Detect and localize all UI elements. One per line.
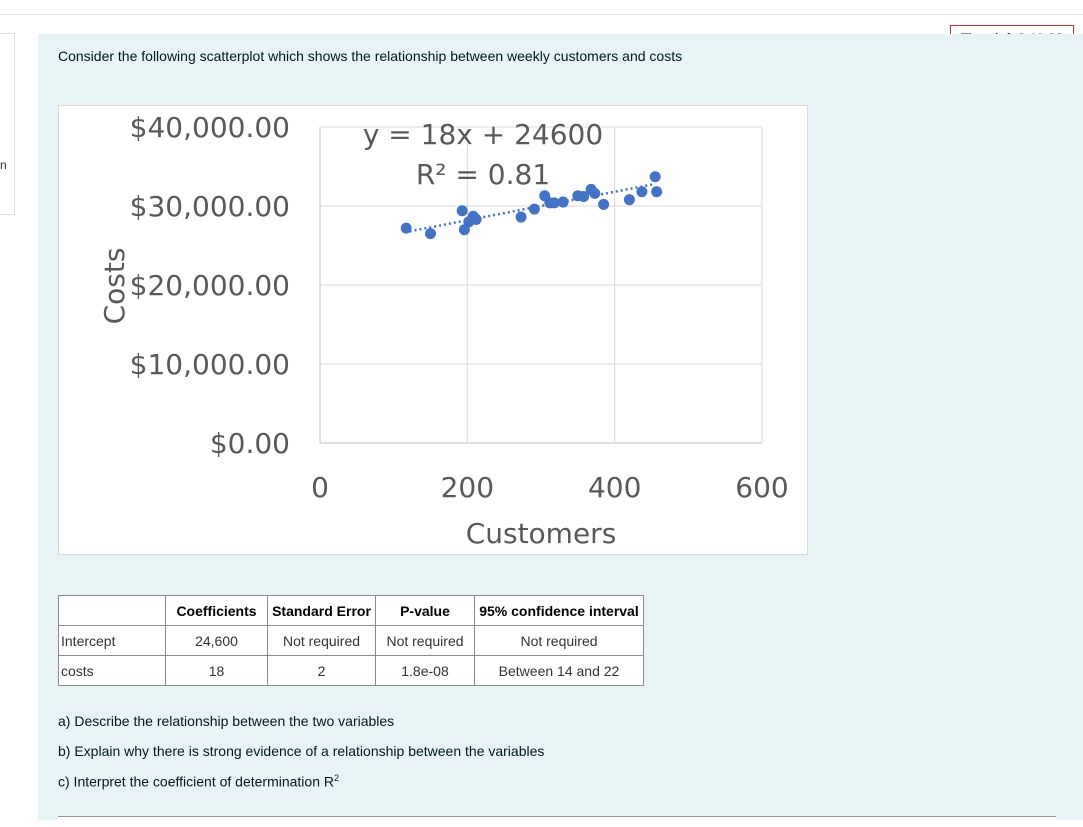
data-point (623, 194, 635, 206)
subquestion-c-superscript: 2 (334, 773, 340, 783)
table-header-cell: P-value (375, 595, 475, 626)
y-tick-label: $0.00 (210, 427, 290, 460)
y-tick-label: $10,000.00 (130, 348, 290, 381)
subquestion-a: a) Describe the relationship between the… (58, 713, 395, 729)
subquestion-b: b) Explain why there is strong evidence … (58, 743, 545, 759)
x-axis-title: Customers (466, 517, 617, 550)
data-point (649, 171, 661, 183)
y-axis-title: Costs (98, 248, 131, 325)
regression-table: Coefficients Standard Error P-value 95% … (58, 595, 644, 686)
subquestion-c-text: c) Interpret the coefficient of determin… (58, 773, 334, 790)
x-tick-label: 200 (441, 471, 494, 504)
left-drawer-letter: n (0, 158, 7, 172)
table-cell: Not required (267, 625, 376, 656)
scatter-chart-svg: $0.00 $10,000.00 $20,000.00 $30,000.00 $40,0… (98, 111, 789, 550)
data-point (548, 197, 560, 209)
data-point (636, 186, 648, 198)
answer-editor[interactable] (58, 816, 1056, 827)
data-point (651, 186, 663, 198)
scatter-chart: $0.00 $10,000.00 $20,000.00 $30,000.00 $40,0… (58, 105, 808, 555)
data-point (589, 187, 601, 199)
table-header-cell: 95% confidence interval (474, 595, 644, 626)
table-header-cell (58, 595, 166, 626)
subquestion-c: c) Interpret the coefficient of determin… (58, 773, 339, 790)
table-cell: Not required (474, 625, 644, 656)
table-row-label: Intercept (58, 625, 166, 656)
table-header-row: Coefficients Standard Error P-value 95% … (58, 595, 644, 626)
x-tick-label: 0 (311, 471, 329, 504)
data-point (578, 191, 590, 203)
r-squared-label: R² = 0.81 (416, 158, 550, 191)
trendline-equation: y = 18x + 24600 (363, 118, 603, 151)
x-tick-label: 400 (588, 471, 641, 504)
table-cell: 2 (267, 655, 376, 686)
y-tick-label: $40,000.00 (130, 111, 290, 144)
table-cell: 18 (165, 655, 268, 686)
question-prompt: Consider the following scatterplot which… (58, 48, 683, 64)
table-header-cell: Standard Error (267, 595, 376, 626)
data-point (425, 228, 436, 240)
table-row: costs 18 2 1.8e-08 Between 14 and 22 (58, 655, 644, 686)
y-tick-label: $30,000.00 (130, 190, 290, 223)
y-tick-label: $20,000.00 (130, 269, 290, 302)
table-header-cell: Coefficients (165, 595, 268, 626)
data-point (456, 205, 468, 217)
left-drawer-tab[interactable] (0, 33, 15, 215)
data-point (515, 211, 527, 223)
table-cell: Not required (375, 625, 475, 656)
data-point (470, 213, 482, 225)
table-cell: Between 14 and 22 (474, 655, 644, 686)
data-point (598, 198, 610, 210)
table-row: Intercept 24,600 Not required Not requir… (58, 625, 644, 656)
x-tick-label: 600 (735, 471, 788, 504)
data-point (528, 203, 540, 215)
data-point (400, 222, 412, 234)
data-point (557, 196, 569, 208)
table-row-label: costs (58, 655, 166, 686)
table-cell: 1.8e-08 (375, 655, 475, 686)
top-divider (0, 14, 1083, 15)
table-cell: 24,600 (165, 625, 268, 656)
